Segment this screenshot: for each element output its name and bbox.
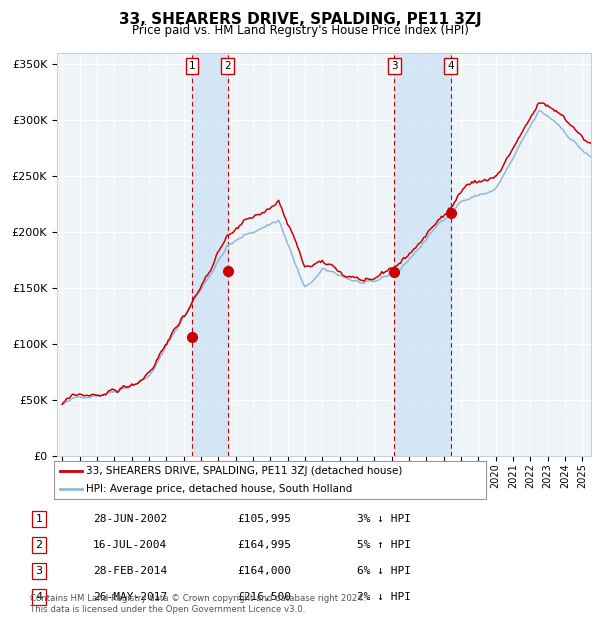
Text: 4: 4 <box>447 61 454 71</box>
Text: £164,995: £164,995 <box>237 540 291 550</box>
Text: £216,500: £216,500 <box>237 592 291 602</box>
Text: 4: 4 <box>35 592 43 602</box>
Text: 16-JUL-2004: 16-JUL-2004 <box>93 540 167 550</box>
Text: 3% ↓ HPI: 3% ↓ HPI <box>357 514 411 524</box>
Text: 2% ↓ HPI: 2% ↓ HPI <box>357 592 411 602</box>
Text: 5% ↑ HPI: 5% ↑ HPI <box>357 540 411 550</box>
Text: 3: 3 <box>35 566 43 576</box>
Text: 6% ↓ HPI: 6% ↓ HPI <box>357 566 411 576</box>
Text: 2: 2 <box>35 540 43 550</box>
Text: Price paid vs. HM Land Registry's House Price Index (HPI): Price paid vs. HM Land Registry's House … <box>131 24 469 37</box>
Bar <box>192 53 227 456</box>
Text: 2: 2 <box>224 61 231 71</box>
Text: 28-JUN-2002: 28-JUN-2002 <box>93 514 167 524</box>
Text: 3: 3 <box>391 61 398 71</box>
Text: 28-FEB-2014: 28-FEB-2014 <box>93 566 167 576</box>
Text: 1: 1 <box>35 514 43 524</box>
Text: 33, SHEARERS DRIVE, SPALDING, PE11 3ZJ (detached house): 33, SHEARERS DRIVE, SPALDING, PE11 3ZJ (… <box>86 466 403 476</box>
Text: 1: 1 <box>189 61 196 71</box>
Bar <box>394 53 451 456</box>
Text: 26-MAY-2017: 26-MAY-2017 <box>93 592 167 602</box>
Text: Contains HM Land Registry data © Crown copyright and database right 2024.
This d: Contains HM Land Registry data © Crown c… <box>30 595 365 614</box>
Text: 33, SHEARERS DRIVE, SPALDING, PE11 3ZJ: 33, SHEARERS DRIVE, SPALDING, PE11 3ZJ <box>119 12 481 27</box>
Text: HPI: Average price, detached house, South Holland: HPI: Average price, detached house, Sout… <box>86 484 353 494</box>
Text: £105,995: £105,995 <box>237 514 291 524</box>
Text: £164,000: £164,000 <box>237 566 291 576</box>
